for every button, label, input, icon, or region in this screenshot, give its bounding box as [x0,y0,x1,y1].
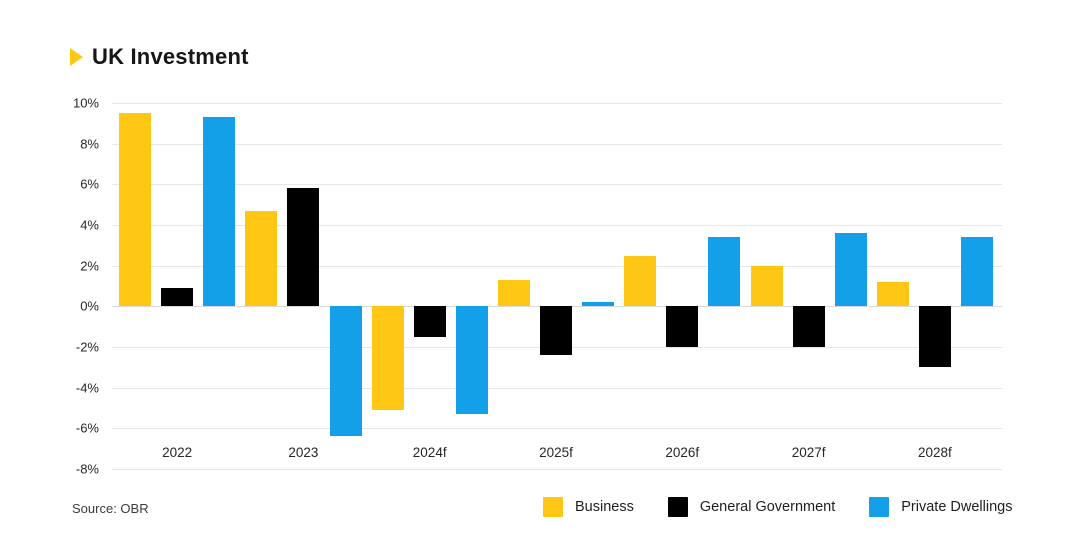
y-gridline--4% [112,387,1002,389]
bar-business-2028f [876,281,909,307]
legend-item-business: Business [543,497,634,517]
y-gridline-6% [112,184,1002,186]
bar-private-dwellings-2026f [708,237,741,307]
bar-business-2025f [497,279,530,307]
bar-private-dwellings-2024f [455,306,488,415]
x-tick-label-2025f: 2025f [539,445,573,460]
y-tick-label-8%: 8% [80,136,99,152]
bar-general-government-2022 [161,288,194,307]
y-tick-label--2%: -2% [75,339,99,355]
legend-item-private-dwellings: Private Dwellings [869,497,1012,517]
legend: Business General Government Private Dwelli… [543,497,1012,517]
bar-private-dwellings-2025f [582,302,615,307]
y-tick-label-2%: 2% [80,258,99,274]
y-tick-label-4%: 4% [80,217,99,233]
bar-general-government-2024f [413,306,446,337]
bar-general-government-2023 [287,188,320,307]
y-gridline-4% [112,225,1002,226]
bar-general-government-2026f [666,306,699,347]
bar-private-dwellings-2022 [203,117,236,307]
y-tick-label-10%: 10% [72,95,99,111]
x-tick-label-2024f: 2024f [412,445,447,460]
bar-business-2026f [624,255,657,307]
y-tick-label--8%: -8% [75,461,99,477]
legend-swatch-business [543,497,563,517]
y-gridline-2% [112,265,1002,267]
plot-area: 10% 8% 6% 4% 2% 0% -2% -4% -6% -8% 2022 2023 2024f 20… [73,96,1002,477]
bar-business-2023 [245,210,278,307]
bar-business-2027f [750,265,783,307]
bar-private-dwellings-2023 [329,306,362,437]
y-tick-label--6%: -6% [75,420,99,436]
y-tick-label-6%: 6% [80,176,99,192]
legend-label-business: Business [575,499,634,515]
bar-general-government-2025f [540,306,572,356]
title-marker-icon [70,48,83,66]
y-gridline--6% [112,428,1002,430]
bar-business-2022 [119,113,151,307]
page-title: UK Investment [92,44,249,69]
y-gridline-10% [112,103,1002,104]
legend-swatch-private-dwellings [869,497,890,517]
bar-private-dwellings-2028f [961,237,993,307]
bar-private-dwellings-2027f [834,233,867,307]
bar-general-government-2027f [792,306,825,347]
x-tick-label-2028f: 2028f [917,445,952,460]
y-gridline--8% [112,469,1002,470]
legend-label-private-dwellings: Private Dwellings [901,499,1013,515]
x-tick-label-2022: 2022 [162,445,193,460]
source-note: Source: OBR [72,501,149,516]
y-gridline-8% [112,143,1002,145]
bar-business-2024f [371,306,404,410]
x-tick-label-2027f: 2027f [791,445,826,460]
x-tick-label-2026f: 2026f [665,445,700,460]
bar-general-government-2028f [918,306,951,368]
x-tick-label-2023: 2023 [288,445,319,460]
y-tick-label--4%: -4% [75,380,99,396]
y-tick-label-0%: 0% [80,298,99,314]
legend-swatch-general-government [667,497,688,517]
chart-header: UK Investment [70,44,249,70]
legend-item-general-government: General Government [667,497,836,517]
legend-label-general-government: General Government [699,499,836,515]
